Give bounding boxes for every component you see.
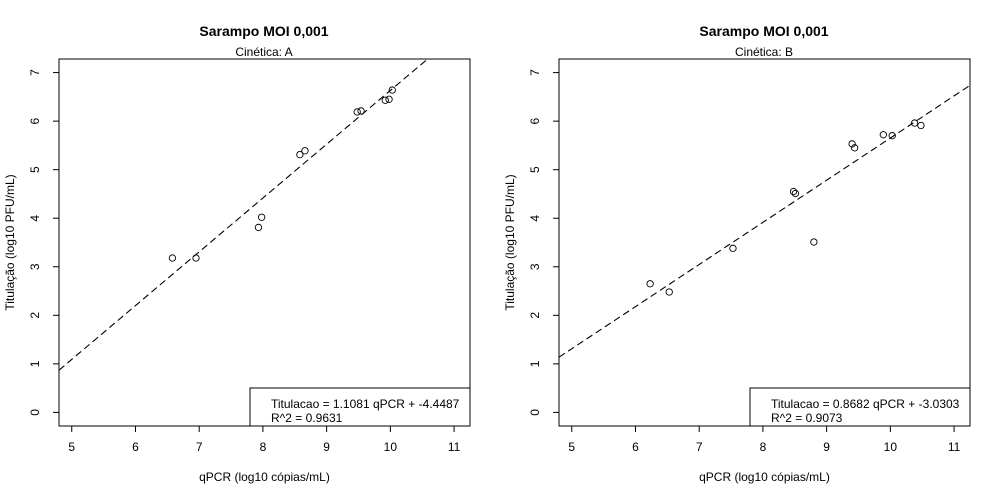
x-axis-label: qPCR (log10 cópias/mL) [699, 470, 830, 484]
data-point [257, 213, 266, 221]
x-tick-label: 5 [568, 440, 575, 454]
regression-line [559, 84, 970, 358]
y-tick-label: 0 [28, 409, 42, 416]
chart-subtitle: Cinética: A [235, 45, 292, 59]
data-point [791, 189, 800, 198]
x-tick-label: 9 [823, 440, 830, 454]
data-point [646, 280, 654, 288]
y-tick-label: 7 [528, 69, 542, 76]
legend-equation: Titulacao = 0.8682 qPCR + -3.0303 [771, 397, 960, 411]
y-tick-label: 1 [528, 360, 542, 367]
y-axis-label: Titulação (log10 PFU/mL) [3, 174, 17, 310]
y-tick-label: 3 [28, 263, 42, 270]
data-point [789, 187, 798, 196]
x-tick-label: 9 [323, 440, 330, 454]
y-tick-label: 5 [28, 166, 42, 173]
legend-r-squared: R^2 = 0.9631 [271, 411, 343, 425]
x-tick-label: 6 [132, 440, 139, 454]
data-point [879, 131, 887, 139]
x-tick-label: 7 [196, 440, 203, 454]
legend-r-squared: R^2 = 0.9073 [771, 411, 843, 425]
x-tick-label: 6 [632, 440, 639, 454]
x-tick-label: 7 [696, 440, 703, 454]
x-tick-label: 11 [448, 440, 461, 454]
data-point [381, 96, 389, 104]
chart-title: Sarampo MOI 0,001 [699, 23, 828, 39]
data-point [810, 238, 818, 246]
chart-title: Sarampo MOI 0,001 [199, 23, 328, 39]
y-tick-label: 1 [28, 360, 42, 367]
data-point [296, 150, 304, 159]
data-point [910, 119, 919, 127]
x-axis-label: qPCR (log10 cópias/mL) [199, 470, 330, 484]
plot-frame [58, 58, 471, 427]
data-point [301, 147, 309, 155]
x-tick-label: 11 [948, 440, 961, 454]
plot-frame [558, 58, 971, 427]
x-tick-label: 10 [884, 440, 898, 454]
data-point [888, 132, 896, 140]
data-point [385, 95, 393, 103]
data-point [851, 144, 859, 152]
y-axis-label: Titulação (log10 PFU/mL) [503, 174, 517, 310]
data-point [388, 86, 396, 94]
data-point [917, 121, 925, 130]
legend-equation: Titulacao = 1.1081 qPCR + -4.4487 [271, 397, 460, 411]
data-point [192, 254, 200, 262]
x-tick-label: 10 [384, 440, 398, 454]
data-point [848, 140, 856, 148]
y-tick-label: 4 [528, 215, 542, 222]
x-tick-label: 5 [68, 440, 75, 454]
legend-box [249, 387, 471, 427]
data-point [357, 107, 365, 115]
chart-subtitle: Cinética: B [735, 45, 793, 59]
data-point [254, 223, 263, 232]
chart-panel-b: Sarampo MOI 0,001 Cinética: B Titulacao = … [503, 23, 971, 484]
x-tick-label: 8 [760, 440, 767, 454]
data-point [665, 288, 673, 296]
y-tick-label: 6 [28, 117, 42, 124]
y-tick-label: 5 [528, 166, 542, 173]
y-tick-label: 2 [28, 312, 42, 319]
data-point [353, 108, 361, 116]
x-tick-label: 8 [260, 440, 267, 454]
y-tick-label: 6 [528, 117, 542, 124]
data-point [168, 254, 177, 262]
chart-panel-a: Sarampo MOI 0,001 Cinética: A Titulacao = … [3, 23, 471, 484]
legend-box [749, 387, 971, 427]
y-tick-label: 0 [528, 409, 542, 416]
data-point [729, 244, 737, 252]
y-tick-label: 2 [528, 312, 542, 319]
y-tick-label: 7 [28, 69, 42, 76]
y-tick-label: 4 [28, 215, 42, 222]
regression-line [59, 59, 429, 371]
y-tick-label: 3 [528, 263, 542, 270]
